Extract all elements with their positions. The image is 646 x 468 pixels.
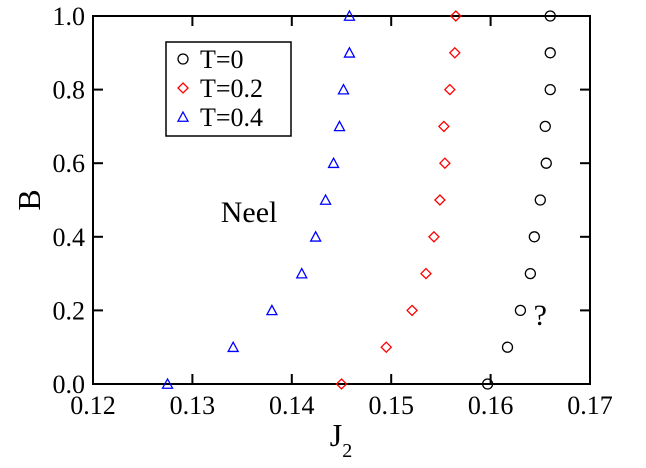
data-point [333, 120, 346, 132]
data-point [227, 340, 240, 353]
y-tick-label: 0.2 [53, 296, 86, 325]
x-axis-ticks: 0.12 0.13 0.14 0.15 0.16 0.17 [70, 16, 613, 420]
data-point [544, 47, 556, 59]
data-point [437, 120, 450, 133]
data-point [514, 304, 527, 317]
plot-frame [92, 15, 591, 385]
annotation-neel: Neel [221, 196, 278, 229]
data-point [428, 230, 440, 243]
data-point [544, 83, 556, 96]
annotation-question-mark: ? [534, 299, 547, 332]
data-point [501, 341, 514, 353]
data-point [406, 304, 418, 317]
data-point [265, 304, 279, 316]
data-point [438, 157, 451, 170]
data-point [433, 194, 446, 206]
data-point [335, 378, 348, 390]
x-tick-label: 0.15 [368, 391, 414, 420]
x-tick-label: 0.14 [269, 391, 315, 420]
data-point [309, 230, 322, 242]
series-triangle [161, 9, 356, 389]
x-axis-label: J2 [330, 417, 352, 462]
series-diamond [335, 10, 462, 390]
y-tick-label: 0.6 [53, 149, 86, 178]
legend: T=0T=0.2T=0.4 [165, 41, 292, 137]
y-tick-label: 0.8 [53, 76, 86, 105]
data-point [524, 267, 537, 280]
data-point [534, 194, 546, 206]
data-point [380, 341, 393, 354]
data-point [319, 193, 332, 205]
data-point [539, 120, 551, 133]
y-tick-label: 1.0 [53, 2, 86, 31]
x-tick-label: 0.17 [567, 391, 613, 420]
x-tick-label: 0.13 [170, 391, 216, 420]
data-point [448, 46, 461, 59]
x-tick-label: 0.16 [468, 391, 514, 420]
data-point [337, 83, 350, 95]
y-axis-ticks: 0.0 0.2 0.4 0.6 0.8 1.0 [53, 2, 590, 399]
data-point [295, 267, 308, 279]
legend-label: T=0 [200, 45, 244, 74]
x-tick-label: 0.12 [70, 391, 116, 420]
data-point [443, 83, 456, 96]
y-axis-label: B [11, 189, 47, 210]
data-point [544, 10, 556, 22]
y-tick-label: 0.0 [53, 370, 86, 399]
legend-marker [177, 53, 189, 65]
legend-label: T=0.4 [200, 103, 263, 132]
data-point [481, 378, 494, 390]
data-point [449, 10, 462, 22]
legend-marker [177, 82, 189, 94]
legend-marker [176, 110, 190, 122]
data-point [540, 157, 552, 169]
data-point [528, 231, 540, 243]
data-point [327, 156, 340, 169]
series-circle [481, 10, 556, 390]
y-tick-label: 0.4 [53, 223, 86, 252]
data-point [420, 267, 432, 280]
legend-label: T=0.2 [200, 74, 263, 103]
x-axis-label-subscript: 2 [342, 440, 352, 462]
data-point [343, 46, 356, 58]
data-point [343, 9, 356, 21]
data-series [161, 9, 556, 390]
data-point [161, 377, 174, 389]
